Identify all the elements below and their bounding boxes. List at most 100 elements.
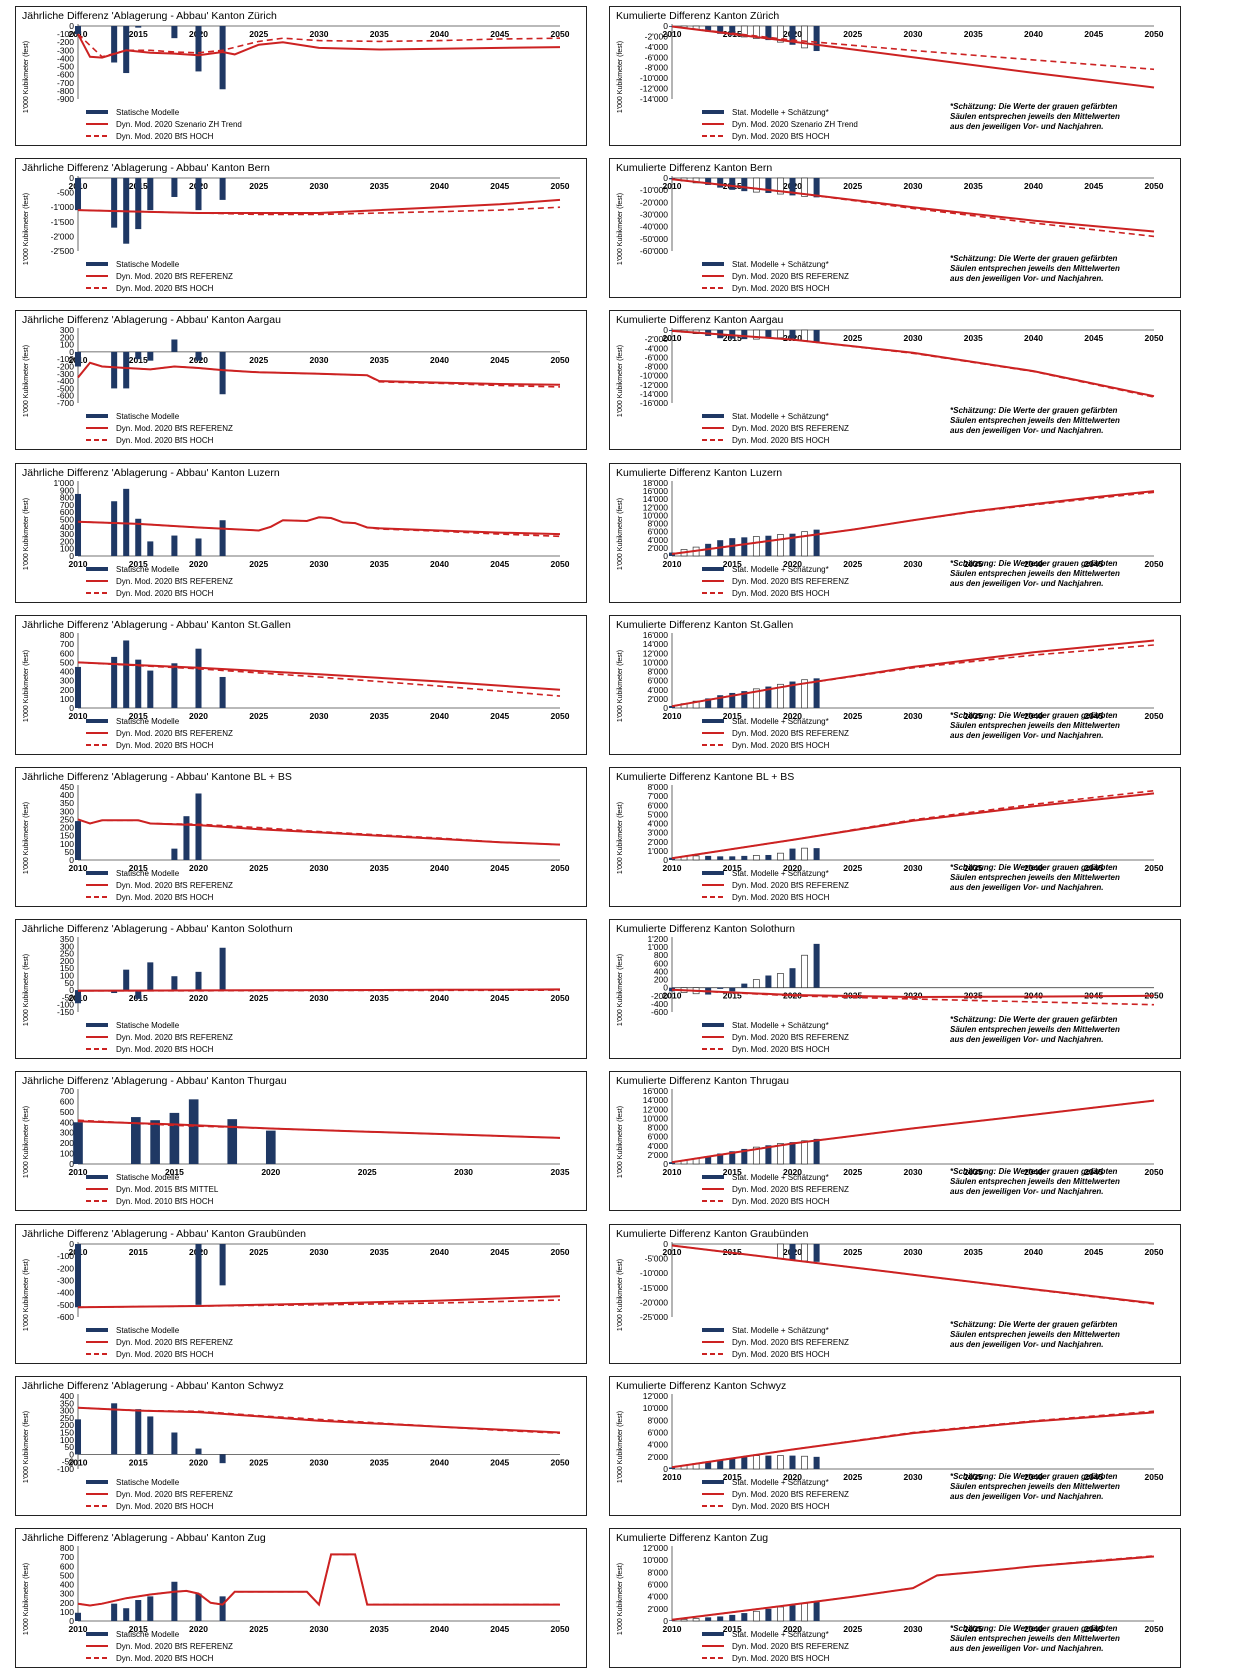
- x-tick-label: 2050: [1145, 181, 1164, 191]
- x-tick-label: 2045: [1084, 1247, 1103, 1257]
- bar: [147, 352, 154, 362]
- y-tick-label: 8'000: [647, 666, 668, 676]
- legend-bar-swatch: [702, 1327, 724, 1332]
- y-tick-label: 800: [60, 630, 74, 640]
- x-tick-label: 2030: [904, 1247, 923, 1257]
- y-tick-label: 500: [60, 1570, 74, 1580]
- series-line: [671, 491, 1155, 555]
- legend-bar-swatch: [702, 871, 724, 875]
- bar: [801, 1455, 808, 1470]
- series-line: [77, 516, 561, 537]
- estimate-footnote: aus den jeweiligen Vor- und Nachjahren.: [950, 1187, 1104, 1196]
- chart-svg: Kumulierte Differenz Kanton Zug 1'000 Kub…: [616, 1532, 1164, 1663]
- y-tick-label: -1'000: [51, 202, 75, 212]
- legend-label: Stat. Modelle + Schätzung*: [732, 1326, 829, 1335]
- legend-label: Dyn. Mod. 2020 BfS HOCH: [116, 1045, 214, 1054]
- y-tick-label: 4'000: [647, 819, 668, 829]
- legend-label: Statische Modelle: [116, 1630, 180, 1639]
- x-tick-label: 2035: [370, 1457, 389, 1467]
- bar: [171, 178, 178, 198]
- bar: [752, 330, 760, 340]
- chart-panel: Kumulierte Differenz Kanton Thrugau 1'000…: [609, 1071, 1181, 1212]
- bar: [741, 330, 748, 340]
- legend-bar-swatch: [702, 1479, 724, 1484]
- series-line: [671, 1410, 1155, 1468]
- y-tick-label: 4'000: [647, 1592, 668, 1602]
- series-line: [77, 1294, 561, 1308]
- bar: [73, 1122, 83, 1165]
- chart-svg: Jährliche Differenz 'Ablagerung - Abbau'…: [22, 467, 570, 598]
- estimate-footnote: *Schätzung: Die Werte der grauen gefärbt…: [950, 559, 1118, 568]
- legend-label: Stat. Modelle + Schätzung*: [732, 717, 829, 726]
- y-tick-label: 0: [69, 1239, 74, 1249]
- bar: [741, 178, 748, 192]
- x-tick-label: 2025: [249, 355, 268, 365]
- bar: [752, 979, 760, 989]
- y-tick-label: 100: [60, 543, 74, 553]
- y-axis-label: 1'000 Kubikmeter (fest): [617, 1106, 624, 1178]
- estimate-footnote: *Schätzung: Die Werte der grauen gefärbt…: [950, 1320, 1118, 1329]
- y-tick-label: 2'000: [647, 837, 668, 847]
- bar: [131, 1117, 141, 1165]
- bar: [717, 987, 724, 990]
- bar: [741, 855, 748, 860]
- bar: [111, 352, 118, 389]
- y-tick-label: 400: [60, 790, 74, 800]
- x-tick-label: 2030: [904, 991, 923, 1001]
- series-line: [77, 206, 561, 216]
- x-tick-label: 2015: [129, 29, 148, 39]
- legend-label: Stat. Modelle + Schätzung*: [732, 1173, 829, 1182]
- y-tick-label: 0: [69, 347, 74, 357]
- y-axis-label: 1'000 Kubikmeter (fest): [617, 1563, 624, 1635]
- x-tick-label: 2045: [490, 1457, 509, 1467]
- legend-label: Dyn. Mod. 2020 BfS REFERENZ: [116, 729, 233, 738]
- chart-svg: Jährliche Differenz 'Ablagerung - Abbau'…: [22, 1532, 570, 1663]
- bar: [668, 857, 676, 860]
- chart-title: Jährliche Differenz 'Ablagerung - Abbau'…: [22, 314, 281, 326]
- x-tick-label: 2040: [1024, 711, 1043, 721]
- legend-label: Statische Modelle: [116, 1173, 180, 1182]
- y-tick-label: 100: [60, 1435, 74, 1445]
- bar: [801, 679, 808, 709]
- bar: [692, 1618, 700, 1622]
- legend-label: Stat. Modelle + Schätzung*: [732, 1021, 829, 1030]
- bar: [789, 178, 796, 196]
- x-tick-label: 2035: [370, 181, 389, 191]
- series-line: [77, 1553, 560, 1607]
- estimate-footnote: Säulen entsprechen jeweils den Mittelwer…: [950, 1025, 1120, 1034]
- x-tick-label: 2025: [249, 1247, 268, 1257]
- bar: [171, 663, 178, 708]
- y-tick-label: -12'000: [640, 380, 668, 390]
- y-tick-label: 2'000: [647, 1604, 668, 1614]
- y-tick-label: -6'000: [645, 353, 669, 363]
- x-tick-label: 2045: [1084, 1624, 1103, 1634]
- y-tick-label: 400: [60, 1391, 74, 1401]
- y-tick-label: 600: [60, 507, 74, 517]
- x-tick-label: 2010: [663, 333, 682, 343]
- x-tick-label: 2015: [129, 1457, 148, 1467]
- bar: [135, 990, 142, 1000]
- chart-title: Kumulierte Differenz Kanton Zürich: [616, 10, 779, 22]
- x-tick-label: 2040: [430, 29, 449, 39]
- chart-panel: Jährliche Differenz 'Ablagerung - Abbau'…: [15, 6, 587, 146]
- chart-panel: Kumulierte Differenz Kanton St.Gallen 1'0…: [609, 614, 1181, 755]
- legend-label: Statische Modelle: [116, 869, 180, 878]
- y-tick-label: 800: [654, 950, 668, 960]
- y-tick-label: 500: [60, 657, 74, 667]
- y-tick-label: 0: [663, 1464, 668, 1474]
- bar: [195, 1243, 202, 1305]
- x-tick-label: 2030: [310, 711, 329, 721]
- y-tick-label: -50: [62, 993, 75, 1003]
- series-line: [77, 515, 561, 535]
- bar: [171, 535, 178, 556]
- bar: [777, 25, 784, 43]
- bar: [219, 1243, 226, 1285]
- bar: [717, 695, 724, 708]
- y-tick-label: 14'000: [643, 639, 669, 649]
- bar: [813, 678, 820, 708]
- x-tick-label: 2050: [551, 863, 570, 873]
- chart-svg: Jährliche Differenz 'Ablagerung - Abbau'…: [22, 1380, 570, 1511]
- x-tick-label: 2040: [430, 1624, 449, 1634]
- bar: [777, 1455, 784, 1470]
